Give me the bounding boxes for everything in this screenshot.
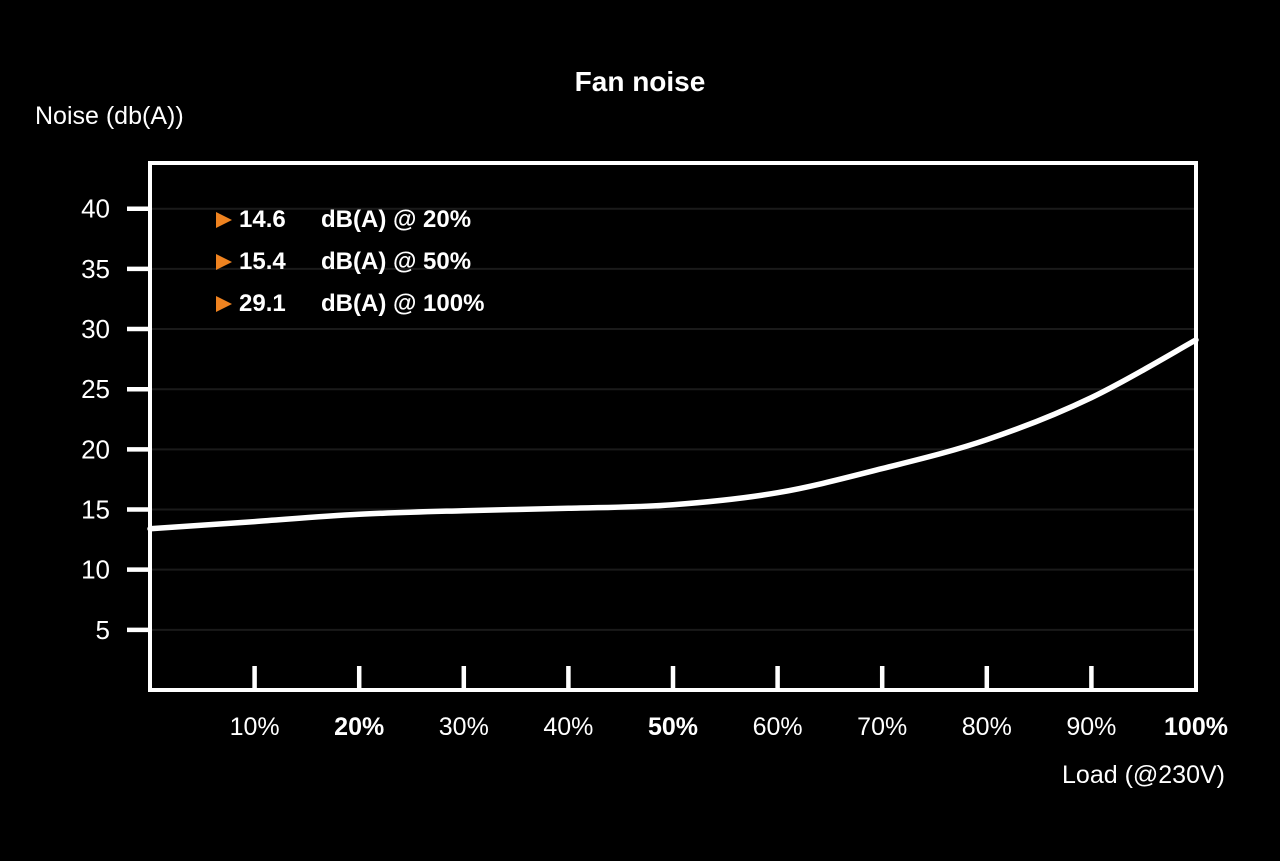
y-tick-label: 5 [96,615,110,645]
callout-row-20pct: 14.6 dB(A) @ 20% [216,199,484,241]
noise-curve [147,337,1199,532]
arrow-right-icon [216,212,232,228]
x-tick-label: 80% [962,713,1012,741]
callout-value: 15.4 [239,248,286,275]
arrow-right-icon [216,296,232,312]
callout-row-50pct: 15.4 dB(A) @ 50% [216,241,484,283]
y-tick-label: 35 [81,254,110,284]
y-tick-label: 15 [81,495,110,525]
y-tick-label: 10 [81,555,110,585]
x-tick-label: 40% [543,713,593,741]
y-tick-label: 25 [81,374,110,404]
x-tick-label: 100% [1164,713,1228,741]
x-tick-label: 70% [857,713,907,741]
x-tick-label: 20% [334,713,384,741]
arrow-right-icon [216,254,232,270]
y-tick-label: 30 [81,314,110,344]
y-axis-title: Noise (db(A)) [35,102,184,130]
callout-label: dB(A) @ 50% [321,248,472,275]
y-tick-label: 40 [81,194,110,224]
x-axis-title: Load (@230V) [1062,761,1225,789]
chart-title: Fan noise [574,66,706,97]
callout-label: dB(A) @ 20% [321,206,472,233]
callout-row-100pct: 29.1 dB(A) @ 100% [216,283,484,325]
callout-list: 14.6 dB(A) @ 20% 15.4 dB(A) @ 50% 29.1 d… [216,199,484,325]
x-tick-label: 60% [753,713,803,741]
x-tick-label: 30% [439,713,489,741]
x-tick-label: 90% [1066,713,1116,741]
y-tick-label: 20 [81,434,110,464]
x-tick-label: 50% [648,713,698,741]
callout-label: dB(A) @ 100% [321,290,485,317]
x-tick-label: 10% [230,713,280,741]
callout-value: 14.6 [239,206,286,233]
callout-value: 29.1 [239,290,286,317]
